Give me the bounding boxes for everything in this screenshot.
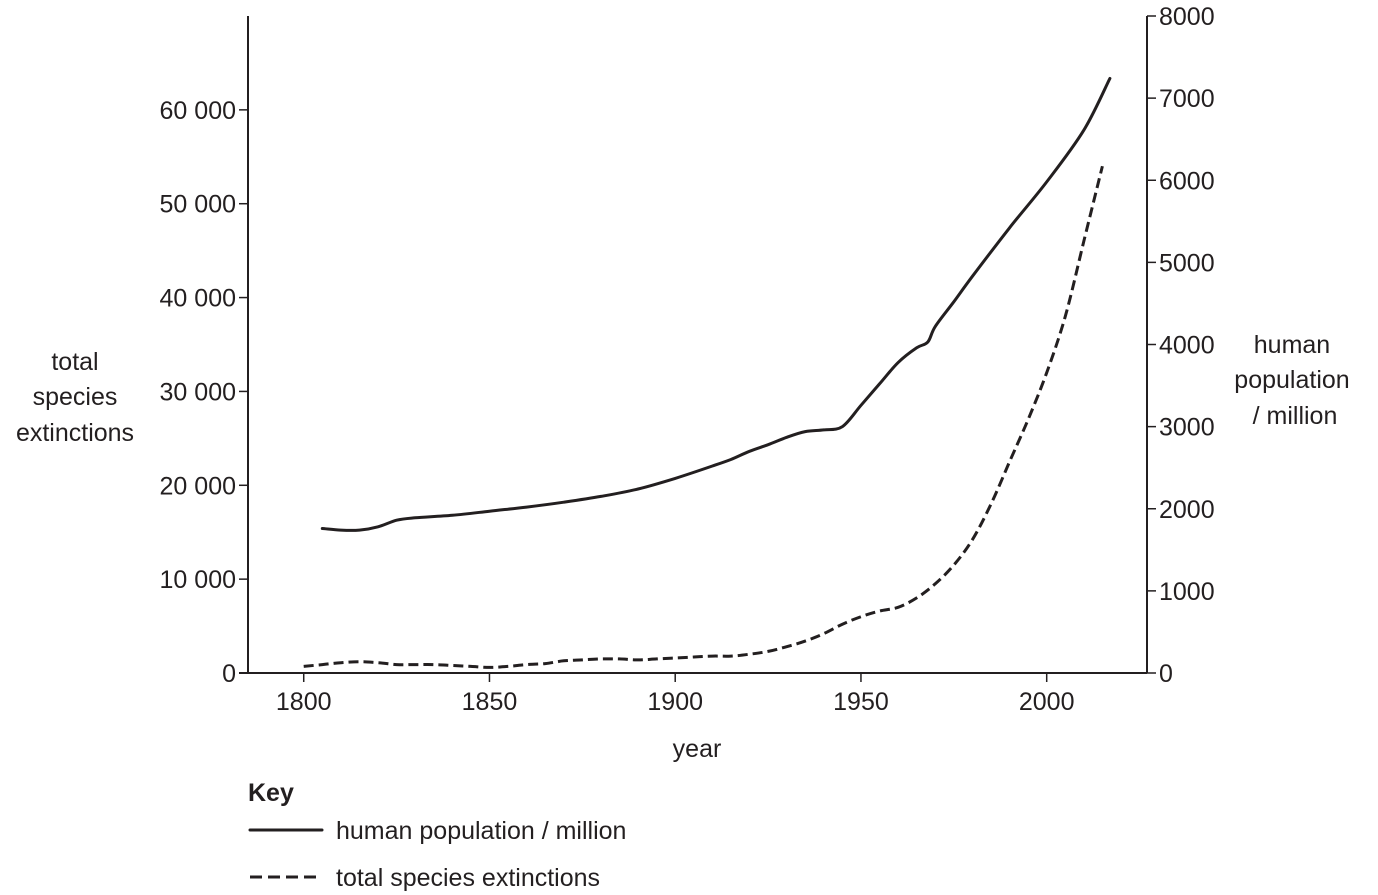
legend: Key human population / million total spe…	[248, 779, 626, 892]
left-tick-label: 30 000	[160, 378, 236, 406]
right-axis-label-line1: human	[1254, 331, 1330, 359]
right-tick-label: 4000	[1159, 332, 1215, 360]
right-tick-label: 2000	[1159, 496, 1215, 524]
left-tick-label: 50 000	[160, 191, 236, 219]
x-axis-label: year	[673, 735, 722, 763]
legend-item-total-species-extinctions: total species extinctions	[336, 864, 600, 892]
right-tick-label: 0	[1159, 660, 1173, 688]
right-tick-label: 7000	[1159, 85, 1215, 113]
left-tick-label: 10 000	[160, 566, 236, 594]
right-tick-label: 6000	[1159, 167, 1215, 195]
right-y-ticks: 0 1000 2000 3000 4000 5000 6000 7000 8000	[1147, 3, 1215, 688]
x-tick-label: 1950	[833, 688, 889, 716]
series-line-human-population	[320, 76, 1112, 532]
right-tick-label: 5000	[1159, 249, 1215, 277]
x-tick-label: 2000	[1019, 688, 1075, 716]
legend-title: Key	[248, 779, 294, 807]
series-line-total-species-extinctions	[303, 165, 1104, 669]
left-y-ticks: 0 10 000 20 000 30 000 40 000 50 000 60 000	[160, 97, 248, 688]
right-axis-label-line3: / million	[1253, 402, 1338, 430]
left-axis-label-line1: total	[51, 348, 98, 376]
x-tick-label: 1900	[647, 688, 703, 716]
x-tick-label: 1800	[276, 688, 332, 716]
left-axis-label-line2: species	[33, 383, 118, 411]
legend-item-human-population: human population / million	[336, 817, 626, 845]
right-tick-label: 1000	[1159, 578, 1215, 606]
x-ticks: 1800 1850 1900 1950 2000	[276, 673, 1075, 716]
left-axis-label-line3: extinctions	[16, 419, 134, 447]
left-tick-label: 20 000	[160, 472, 236, 500]
left-tick-label: 40 000	[160, 285, 236, 313]
right-tick-label: 3000	[1159, 414, 1215, 442]
right-axis-label-line2: population	[1234, 366, 1349, 394]
right-tick-label: 8000	[1159, 3, 1215, 31]
left-tick-label: 60 000	[160, 97, 236, 125]
left-tick-label: 0	[222, 660, 236, 688]
x-tick-label: 1850	[462, 688, 518, 716]
